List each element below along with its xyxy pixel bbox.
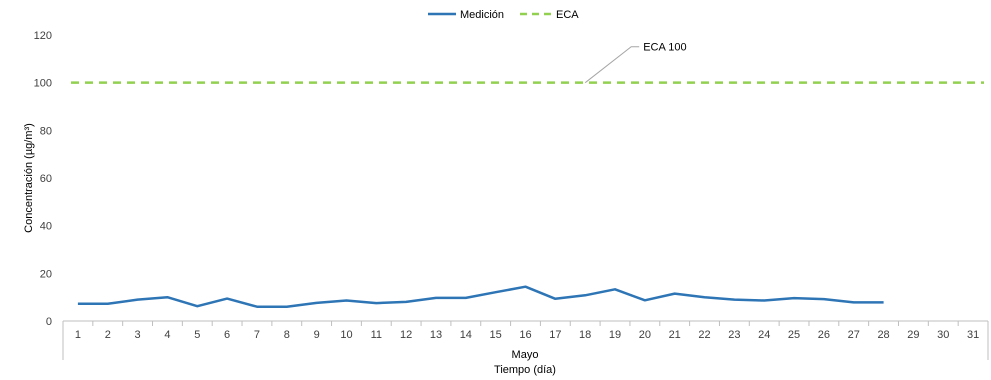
x-tick-label: 22 [698, 329, 710, 341]
x-tick-label: 30 [937, 329, 949, 341]
x-tick-label: 2 [105, 329, 111, 341]
x-tick-label: 23 [728, 329, 740, 341]
legend-label-medicion: Medición [460, 9, 504, 21]
x-tick-label: 7 [254, 329, 260, 341]
x-tick-label: 10 [340, 329, 352, 341]
y-tick-label: 40 [40, 221, 52, 233]
x-tick-label: 17 [549, 329, 561, 341]
y-tick-label: 60 [40, 173, 52, 185]
y-axis: 0 20 40 60 80 100 120 [34, 30, 52, 328]
x-tick-label: 5 [194, 329, 200, 341]
x-axis: 1 2 3 4 5 6 7 8 9 10 11 12 13 14 15 16 17 18 19 20 21 22 23 24 2… [62, 320, 989, 360]
series-line-medicion [77, 285, 884, 308]
x-tick-label: 13 [430, 329, 442, 341]
y-tick-label: 100 [34, 78, 52, 90]
x-tick-label: 16 [519, 329, 531, 341]
x-tick-label: 19 [609, 329, 621, 341]
x-tick-label: 9 [314, 329, 320, 341]
x-group-label: Mayo [512, 349, 539, 361]
y-tick-label: 20 [40, 268, 52, 280]
x-tick-label: 27 [848, 329, 860, 341]
x-tick-label: 31 [967, 329, 979, 341]
x-tick-label: 20 [639, 329, 651, 341]
x-tick-label: 28 [877, 329, 889, 341]
x-tick-label: 11 [371, 329, 382, 341]
annotation-label: ECA 100 [643, 42, 686, 54]
x-tick-label: 24 [758, 329, 770, 341]
annotation-leader-line [584, 46, 640, 84]
x-tick-label: 14 [460, 329, 472, 341]
x-tick-label: 21 [669, 329, 681, 341]
x-axis-title: Tiempo (día) [494, 364, 556, 376]
x-tick-label: 26 [818, 329, 830, 341]
series-layer [71, 81, 984, 308]
x-tick-label: 8 [284, 329, 290, 341]
y-axis-title: Concentración (µg/m³) [23, 123, 35, 233]
y-tick-label: 120 [34, 30, 52, 42]
x-tick-label: 3 [135, 329, 141, 341]
x-tick-label: 18 [579, 329, 591, 341]
legend-label-eca: ECA [556, 9, 579, 21]
x-tick-label: 12 [400, 329, 412, 341]
y-tick-label: 80 [40, 125, 52, 137]
x-tick-label: 6 [224, 329, 230, 341]
x-tick-label: 4 [164, 329, 170, 341]
x-tick-label: 29 [907, 329, 919, 341]
annotation: ECA 100 [584, 42, 687, 84]
x-tick-label: 25 [788, 329, 800, 341]
legend: Medición ECA [428, 9, 579, 21]
y-tick-label: 0 [46, 316, 52, 328]
x-tick-label: 15 [490, 329, 502, 341]
x-tick-label: 1 [75, 329, 81, 341]
